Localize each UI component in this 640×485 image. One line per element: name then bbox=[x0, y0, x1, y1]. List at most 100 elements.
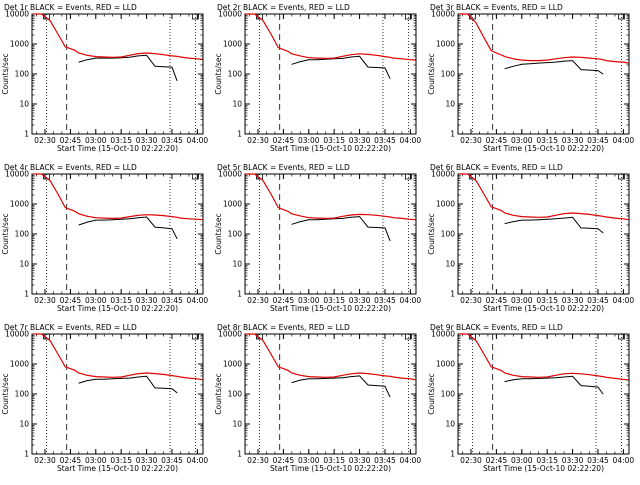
x-tick-label: 03:30 bbox=[349, 456, 371, 465]
events-data-point bbox=[580, 69, 582, 71]
lld-data-point bbox=[288, 51, 289, 52]
lld-data-point bbox=[342, 55, 344, 57]
lld-data-point bbox=[393, 57, 394, 59]
x-tick-label: 03:45 bbox=[587, 296, 609, 305]
events-data-point bbox=[512, 221, 514, 222]
events-data-point bbox=[316, 219, 318, 221]
lld-data-point bbox=[359, 53, 360, 55]
x-tick-label: 03:00 bbox=[85, 296, 107, 305]
lld-data-point bbox=[628, 219, 629, 221]
y-tick-label: 100 bbox=[15, 70, 30, 79]
events-data-point bbox=[521, 219, 523, 221]
lld-data-point bbox=[103, 56, 105, 58]
y-tick-label: 1 bbox=[24, 450, 29, 459]
x-axis-label: Start Time (15-Oct-10 02:22:20) bbox=[270, 304, 391, 313]
events-data-point bbox=[538, 378, 540, 379]
x-tick-label: 03:30 bbox=[562, 296, 584, 305]
events-data-point bbox=[103, 219, 105, 221]
events-data-point bbox=[316, 378, 318, 380]
lld-data-point bbox=[137, 53, 139, 54]
events-data-point bbox=[86, 380, 88, 381]
events-data-point bbox=[546, 62, 548, 63]
lld-data-point bbox=[282, 368, 284, 370]
lld-data-point bbox=[316, 376, 318, 378]
x-tick-label: 03:00 bbox=[298, 136, 320, 145]
chart-title: Det 8r BLACK = Events, RED = LLD bbox=[217, 323, 350, 332]
lld-data-point bbox=[75, 370, 76, 372]
lld-data-point bbox=[384, 375, 386, 377]
lld-data-point bbox=[521, 376, 523, 378]
x-tick-label: 02:45 bbox=[486, 136, 508, 145]
events-data-point bbox=[316, 59, 318, 61]
plot-frame bbox=[31, 333, 204, 455]
events-data-point bbox=[154, 65, 156, 67]
x-tick-label: 03:15 bbox=[536, 136, 558, 145]
events-data-point bbox=[299, 221, 301, 222]
events-data-point bbox=[163, 227, 164, 229]
x-tick-label: 03:00 bbox=[85, 456, 107, 465]
events-series-line bbox=[291, 216, 391, 241]
events-data-point bbox=[546, 218, 548, 220]
lld-data-point bbox=[291, 53, 293, 55]
x-tick-label: 02:30 bbox=[460, 296, 482, 305]
lld-data-point bbox=[58, 34, 59, 36]
events-data-point bbox=[589, 227, 590, 229]
events-series-line bbox=[504, 375, 604, 395]
events-series-line bbox=[78, 54, 178, 81]
box-marker bbox=[191, 173, 199, 180]
y-tick-label: 100 bbox=[228, 390, 243, 399]
lld-data-point bbox=[171, 375, 173, 377]
lld-data-point bbox=[188, 218, 190, 220]
y-tick-label: 1000 bbox=[10, 360, 29, 369]
x-tick-label: 03:45 bbox=[587, 456, 609, 465]
events-data-point bbox=[572, 60, 573, 61]
events-data-point bbox=[563, 60, 565, 62]
events-data-point bbox=[176, 80, 178, 82]
lld-data-point bbox=[308, 217, 310, 219]
lld-data-point bbox=[202, 219, 203, 221]
lld-data-point bbox=[180, 56, 181, 58]
box-marker bbox=[404, 333, 412, 340]
lld-data-point bbox=[467, 173, 468, 175]
lld-data-point bbox=[129, 216, 131, 218]
lld-data-point bbox=[409, 59, 411, 61]
lld-data-point bbox=[41, 13, 42, 15]
lld-data-point bbox=[86, 215, 88, 217]
box-marker bbox=[617, 333, 625, 340]
x-tick-label: 02:45 bbox=[60, 136, 82, 145]
y-tick-label: 1 bbox=[237, 290, 242, 299]
events-data-point bbox=[555, 377, 557, 379]
y-tick-label: 10000 bbox=[5, 330, 29, 339]
lld-data-point bbox=[484, 38, 485, 40]
x-tick-label: 03:15 bbox=[323, 296, 345, 305]
y-tick-label: 1000 bbox=[436, 360, 455, 369]
lld-data-point bbox=[614, 217, 616, 219]
lld-data-point bbox=[501, 370, 502, 372]
lld-data-point bbox=[254, 13, 255, 15]
events-data-point bbox=[103, 57, 105, 59]
lld-data-point bbox=[69, 48, 71, 50]
box-marker bbox=[404, 173, 412, 180]
x-tick-label: 03:15 bbox=[323, 136, 345, 145]
events-data-point bbox=[367, 66, 369, 68]
events-series-line bbox=[291, 55, 391, 79]
events-data-point bbox=[171, 388, 173, 390]
events-data-point bbox=[359, 216, 360, 218]
events-data-point bbox=[146, 54, 147, 56]
events-data-point bbox=[389, 396, 391, 398]
lld-data-point bbox=[467, 13, 468, 15]
y-tick-label: 1000 bbox=[436, 40, 455, 49]
chart-panel-4: Det 4r BLACK = Events, RED = LLD10000100… bbox=[1, 163, 208, 313]
lld-data-point bbox=[163, 54, 164, 56]
y-axis-label: Counts/sec bbox=[1, 53, 10, 94]
x-tick-label: 02:30 bbox=[34, 296, 56, 305]
x-tick-label: 04:00 bbox=[187, 296, 209, 305]
lld-data-point bbox=[580, 213, 582, 214]
lld-data-point bbox=[277, 47, 279, 49]
lld-data-point bbox=[415, 379, 416, 381]
x-tick-label: 03:15 bbox=[536, 456, 558, 465]
events-data-point bbox=[146, 216, 147, 218]
y-tick-label: 10000 bbox=[431, 170, 455, 179]
events-data-point bbox=[389, 240, 391, 242]
events-data-point bbox=[325, 58, 327, 60]
